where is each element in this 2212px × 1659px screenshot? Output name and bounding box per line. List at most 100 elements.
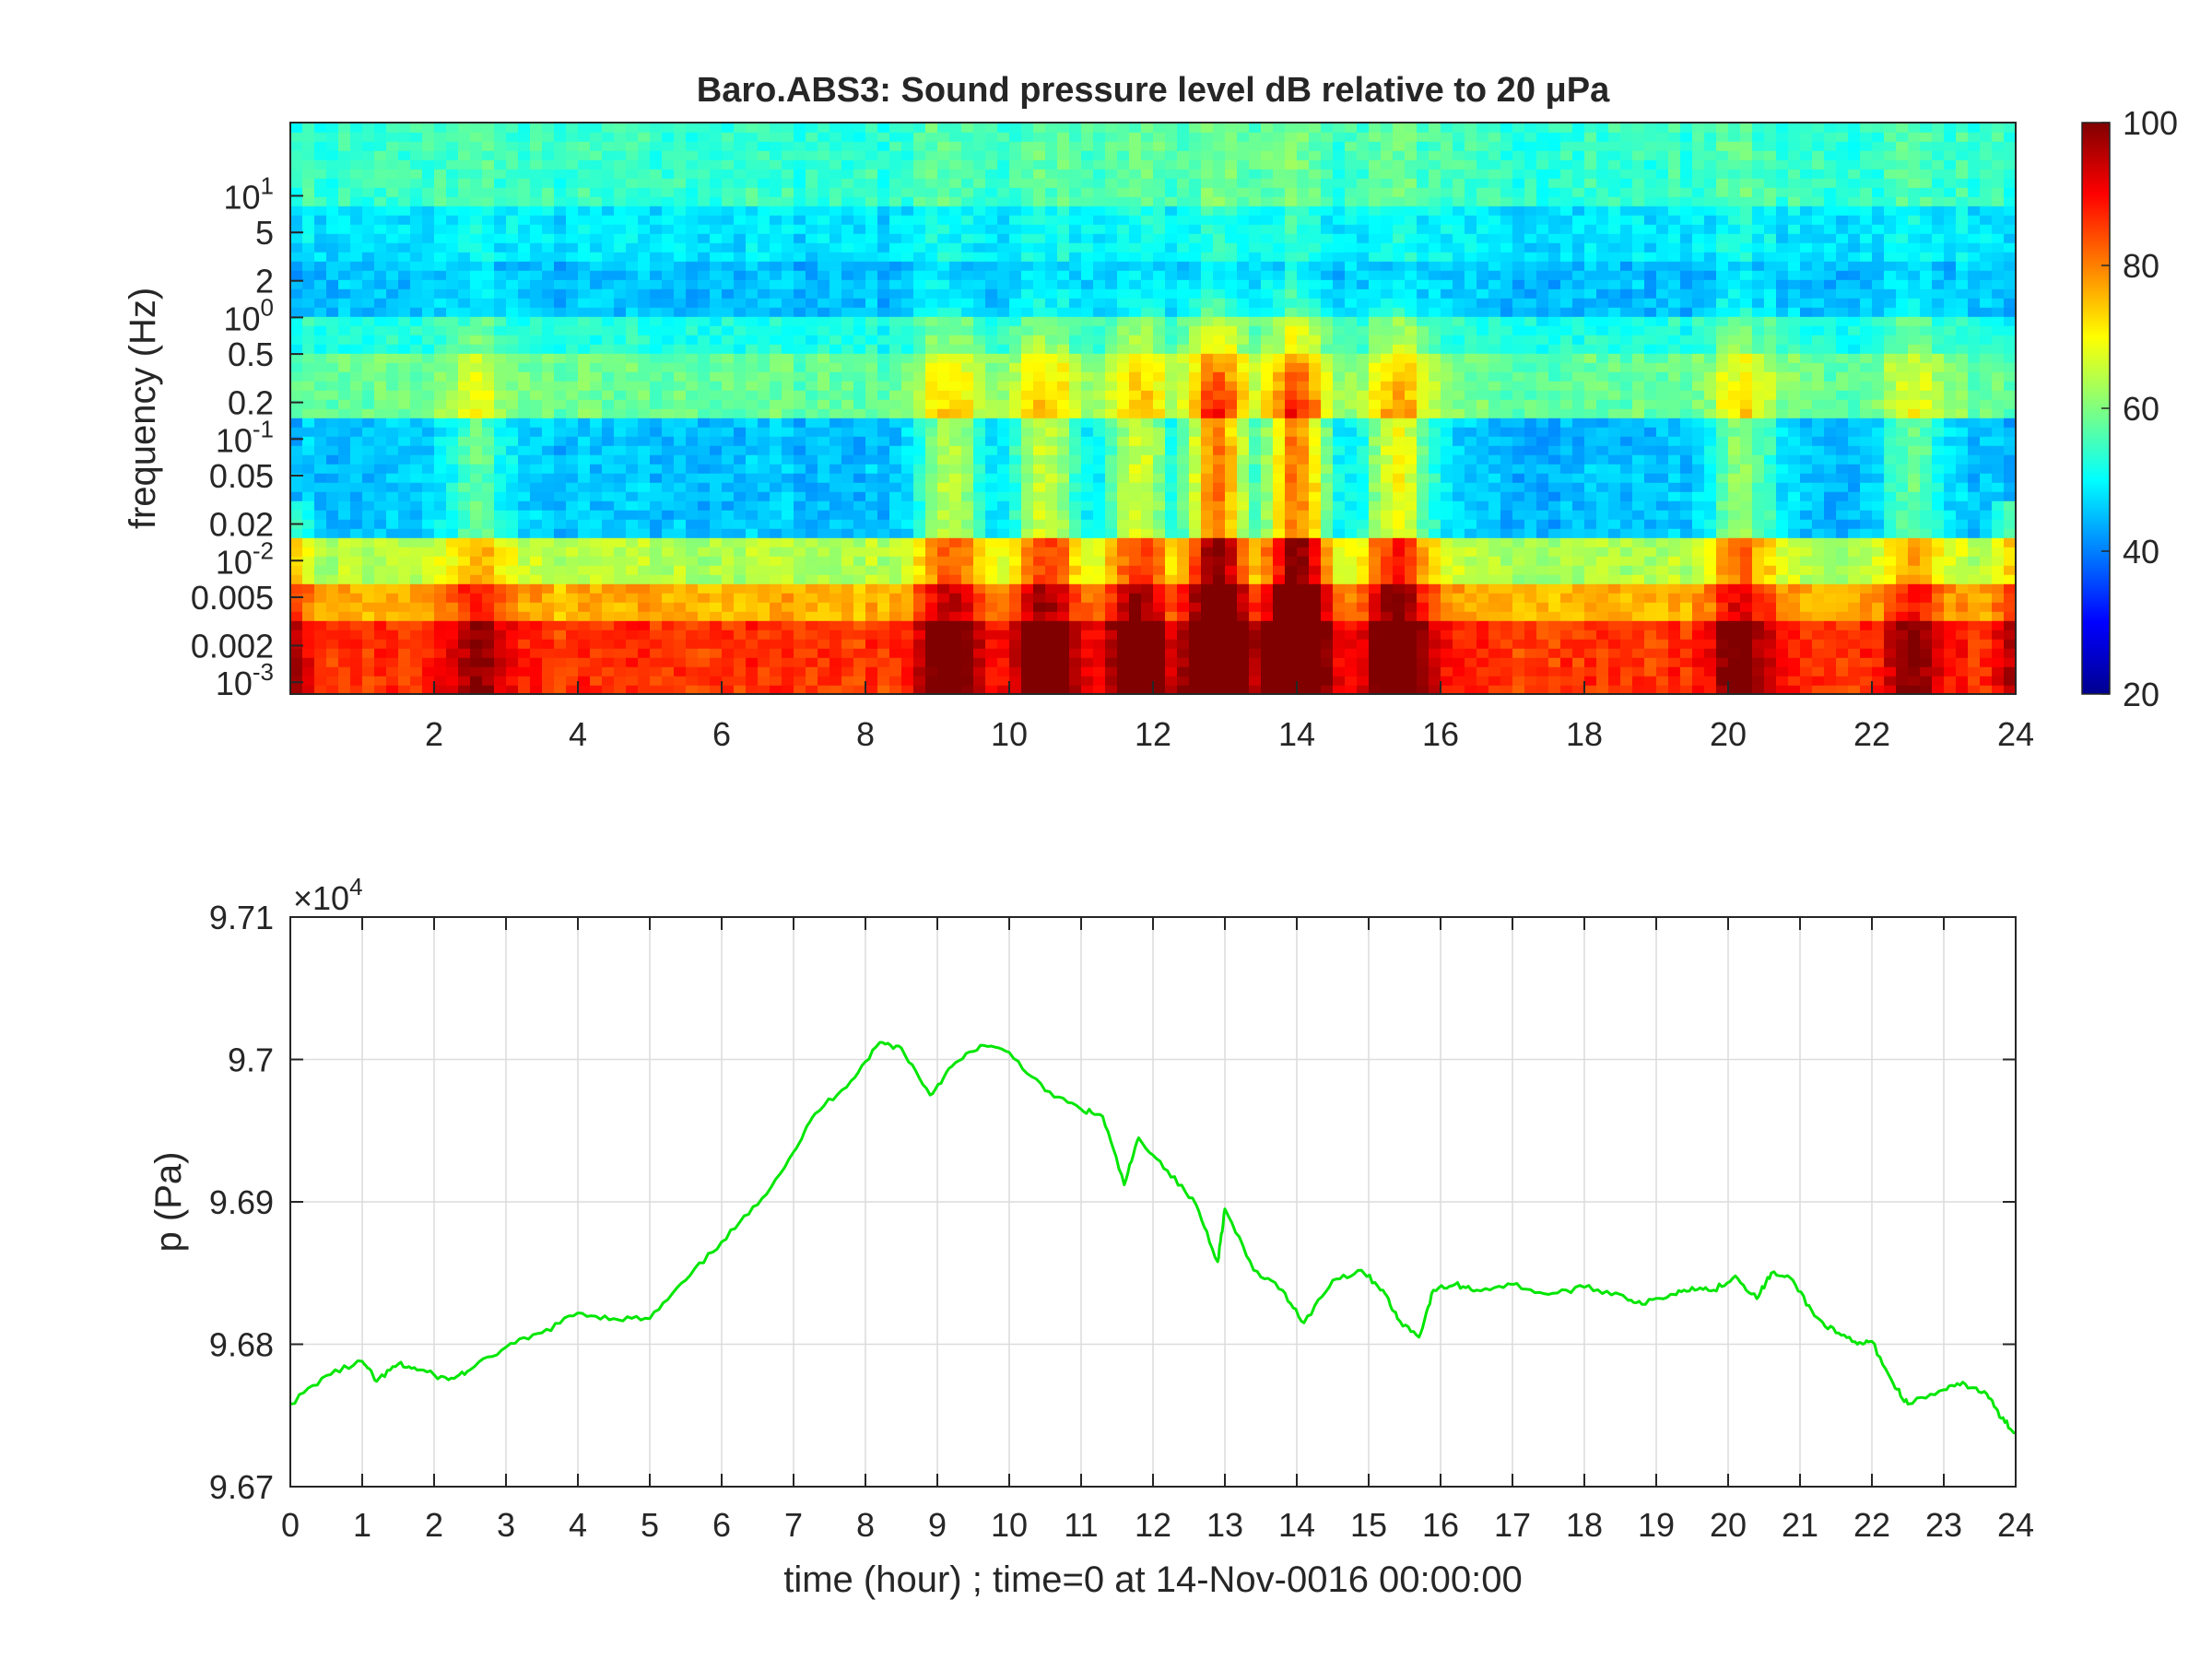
heatmap-cell <box>698 159 711 170</box>
heatmap-cell <box>830 261 842 271</box>
heatmap-cell <box>1153 169 1166 179</box>
heatmap-cell <box>446 593 459 603</box>
heatmap-cell <box>794 537 806 547</box>
heatmap-cell <box>326 399 339 409</box>
heatmap-cell <box>398 362 411 372</box>
heatmap-cell <box>494 418 507 428</box>
heatmap-cell <box>1165 611 1178 621</box>
heatmap-cell <box>698 491 711 501</box>
heatmap-cell <box>1057 279 1070 289</box>
heatmap-cell <box>782 639 794 649</box>
heatmap-cell <box>446 344 459 354</box>
heatmap-cell <box>841 399 854 409</box>
heatmap-cell <box>638 307 651 317</box>
heatmap-cell <box>1021 427 1034 437</box>
heatmap-cell <box>985 491 998 501</box>
heatmap-cell <box>326 593 339 603</box>
heatmap-cell <box>1081 261 1094 271</box>
heatmap-cell <box>770 556 782 566</box>
heatmap-cell <box>985 132 998 142</box>
heatmap-cell <box>590 648 603 658</box>
heatmap-cell <box>746 436 759 446</box>
heatmap-cell <box>686 353 699 363</box>
heatmap-cell <box>590 288 603 299</box>
heatmap-cell <box>1141 676 1154 686</box>
heatmap-cell <box>434 261 447 271</box>
heatmap-cell <box>877 206 890 216</box>
heatmap-cell <box>410 611 423 621</box>
heatmap-cell <box>1225 242 1238 253</box>
heatmap-cell <box>638 270 651 280</box>
heatmap-cell <box>758 491 771 501</box>
heatmap-cell <box>925 657 938 667</box>
heatmap-cell <box>662 298 675 308</box>
heatmap-cell <box>554 141 567 151</box>
heatmap-cell <box>650 381 663 391</box>
heatmap-cell <box>770 316 782 326</box>
heatmap-cell <box>1045 639 1058 649</box>
heatmap-cell <box>889 666 902 677</box>
heatmap-cell <box>770 676 782 686</box>
heatmap-cell <box>482 418 495 428</box>
heatmap-cell <box>1009 381 1022 391</box>
heatmap-cell <box>662 565 675 575</box>
heatmap-cell <box>722 141 735 151</box>
heatmap-cell <box>782 298 794 308</box>
heatmap-cell <box>590 510 603 520</box>
heatmap-cell <box>794 574 806 584</box>
heatmap-cell <box>1129 178 1142 188</box>
heatmap-cell <box>590 252 603 262</box>
heatmap-cell <box>590 307 603 317</box>
heatmap-cell <box>853 491 866 501</box>
heatmap-cell <box>710 436 723 446</box>
heatmap-cell <box>314 537 327 547</box>
heatmap-cell <box>302 242 315 253</box>
heatmap-cell <box>674 399 687 409</box>
heatmap-cell <box>566 399 579 409</box>
heatmap-cell <box>1081 574 1094 584</box>
heatmap-cell <box>374 381 387 391</box>
heatmap-cell <box>314 123 327 133</box>
heatmap-cell <box>1105 547 1118 557</box>
heatmap-cell <box>422 427 435 437</box>
heatmap-cell <box>818 196 830 206</box>
heatmap-cell <box>530 353 543 363</box>
heatmap-cell <box>1009 169 1022 179</box>
heatmap-cell <box>1069 547 1082 557</box>
heatmap-cell <box>1129 279 1142 289</box>
heatmap-cell <box>1177 261 1190 271</box>
heatmap-cell <box>1069 629 1082 640</box>
heatmap-cell <box>422 473 435 483</box>
heatmap-cell <box>350 629 363 640</box>
heatmap-cell <box>530 150 543 160</box>
heatmap-cell <box>686 159 699 170</box>
heatmap-cell <box>949 390 962 400</box>
heatmap-cell <box>602 473 615 483</box>
heatmap-cell <box>722 390 735 400</box>
heatmap-cell <box>434 408 447 418</box>
heatmap-cell <box>698 371 711 382</box>
heatmap-cell <box>1033 371 1046 382</box>
heatmap-cell <box>1213 159 1226 170</box>
heatmap-cell <box>698 270 711 280</box>
heatmap-cell <box>949 196 962 206</box>
heatmap-cell <box>1009 187 1022 197</box>
heatmap-cell <box>386 335 399 345</box>
heatmap-cell <box>482 629 495 640</box>
heatmap-cell <box>1189 574 1202 584</box>
heatmap-cell <box>1069 261 1082 271</box>
heatmap-cell <box>1081 279 1094 289</box>
heatmap-cell <box>1045 666 1058 677</box>
heatmap-cell <box>518 196 531 206</box>
heatmap-cell <box>818 150 830 160</box>
heatmap-cell <box>1033 307 1046 317</box>
heatmap-cell <box>1213 307 1226 317</box>
heatmap-cell <box>901 500 914 511</box>
heatmap-cell <box>326 279 339 289</box>
heatmap-cell <box>734 482 747 492</box>
heatmap-cell <box>566 427 579 437</box>
heatmap-cell <box>602 648 615 658</box>
heatmap-cell <box>913 519 926 529</box>
heatmap-cell <box>865 141 878 151</box>
heatmap-cell <box>1057 547 1070 557</box>
